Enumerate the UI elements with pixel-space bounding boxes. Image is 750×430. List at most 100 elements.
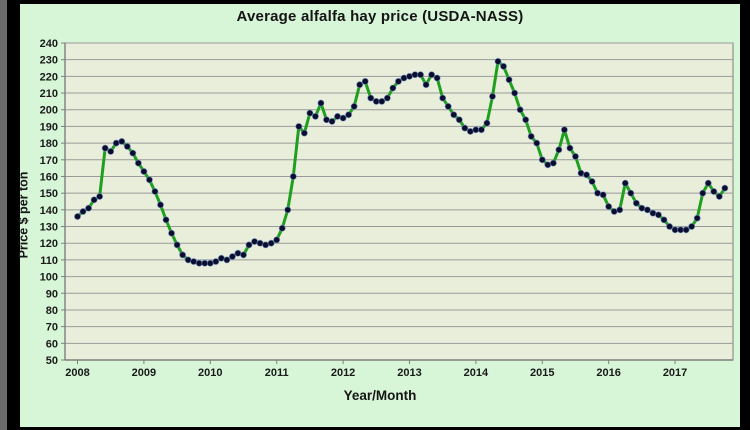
data-point-marker	[439, 94, 447, 102]
y-tick-label-50: 50	[46, 355, 58, 367]
y-tick-label-150: 150	[40, 188, 58, 200]
data-point-marker	[267, 239, 275, 247]
data-point-marker	[118, 137, 126, 145]
data-point-marker	[173, 241, 181, 249]
data-point-marker	[79, 207, 87, 216]
data-point-marker	[151, 187, 159, 196]
data-point-marker	[356, 81, 364, 89]
data-point-marker	[433, 74, 441, 82]
data-point-marker	[378, 97, 386, 105]
data-point-marker	[394, 77, 402, 85]
data-point-marker	[389, 84, 397, 92]
data-point-marker	[140, 167, 148, 176]
data-point-marker	[632, 199, 640, 207]
data-point-marker	[350, 102, 358, 110]
data-point-marker	[383, 94, 391, 102]
data-point-marker	[693, 214, 701, 222]
data-point-marker	[367, 94, 375, 102]
data-point-marker	[444, 102, 452, 110]
data-point-marker	[123, 142, 131, 150]
data-point-marker	[627, 189, 635, 197]
data-point-marker	[339, 114, 347, 122]
data-point-marker	[212, 258, 220, 266]
x-tick-label-2017: 2017	[663, 367, 687, 379]
data-point-marker	[295, 122, 303, 130]
y-tick-label-80: 80	[46, 305, 58, 317]
y-tick-label-190: 190	[40, 121, 58, 133]
x-tick-label-2008: 2008	[65, 367, 89, 379]
data-point-marker	[665, 222, 674, 231]
data-point-marker	[101, 144, 109, 152]
left-edge-strip	[0, 0, 7, 430]
y-tick-label-120: 120	[40, 238, 58, 250]
x-axis-title: Year/Month	[343, 388, 417, 403]
y-tick-label-240: 240	[40, 38, 58, 50]
x-tick-label-2012: 2012	[331, 367, 355, 379]
data-point-marker	[511, 89, 519, 97]
data-point-marker	[461, 124, 469, 132]
data-point-marker	[455, 116, 463, 124]
data-point-marker	[522, 116, 530, 124]
data-point-marker	[328, 117, 336, 125]
data-point-marker	[499, 62, 508, 70]
y-tick-label-180: 180	[40, 138, 58, 150]
data-point-marker	[660, 216, 668, 224]
data-point-marker	[289, 172, 297, 181]
data-point-marker	[571, 152, 580, 161]
y-tick-label-100: 100	[40, 272, 58, 284]
x-tick-label-2011: 2011	[265, 367, 289, 379]
data-point-marker	[96, 192, 104, 201]
data-point-marker	[85, 204, 93, 212]
y-tick-label-140: 140	[40, 205, 58, 217]
data-point-marker	[428, 71, 436, 79]
x-tick-label-2009: 2009	[132, 367, 156, 379]
data-point-marker	[582, 171, 591, 179]
data-point-marker	[533, 139, 541, 147]
data-point-marker	[361, 77, 369, 85]
data-point-marker	[715, 192, 723, 201]
y-tick-label-170: 170	[40, 155, 58, 167]
data-point-marker	[516, 106, 524, 114]
data-point-marker	[605, 202, 613, 211]
y-tick-label-110: 110	[40, 255, 58, 267]
data-point-marker	[239, 251, 248, 259]
data-point-marker	[616, 206, 624, 214]
data-point-marker	[179, 251, 187, 259]
data-point-marker	[566, 144, 574, 152]
y-tick-label-60: 60	[46, 338, 58, 350]
y-axis-title: Price $ per ton	[14, 0, 32, 430]
data-point-marker	[156, 201, 165, 209]
data-point-marker	[488, 92, 497, 100]
x-tick-label-2015: 2015	[530, 367, 554, 379]
y-tick-label-220: 220	[40, 71, 58, 83]
data-point-marker	[450, 111, 458, 119]
x-tick-label-2016: 2016	[596, 367, 620, 379]
data-point-marker	[311, 112, 319, 120]
data-point-marker	[599, 191, 607, 199]
data-point-marker	[710, 187, 718, 196]
data-point-marker	[73, 212, 82, 221]
data-point-marker	[228, 253, 236, 261]
data-point-marker	[278, 224, 286, 232]
data-point-marker	[527, 132, 535, 140]
data-point-marker	[560, 126, 568, 134]
data-point-marker	[483, 119, 491, 127]
data-point-marker	[721, 184, 729, 192]
data-point-marker	[134, 159, 142, 167]
data-point-marker	[538, 156, 546, 164]
data-point-marker	[588, 177, 596, 186]
data-point-marker	[699, 189, 707, 197]
y-tick-label-160: 160	[40, 171, 58, 183]
data-point-marker	[505, 76, 513, 84]
data-point-marker	[300, 129, 308, 137]
y-tick-label-90: 90	[46, 288, 58, 300]
plot-area	[64, 42, 734, 361]
data-point-marker	[245, 241, 253, 249]
x-tick-label-2010: 2010	[198, 367, 222, 379]
x-tick-label-2014: 2014	[464, 367, 489, 379]
y-axis-title-text: Price $ per ton	[16, 171, 30, 259]
data-point-marker	[621, 179, 629, 187]
data-point-marker	[107, 147, 115, 155]
